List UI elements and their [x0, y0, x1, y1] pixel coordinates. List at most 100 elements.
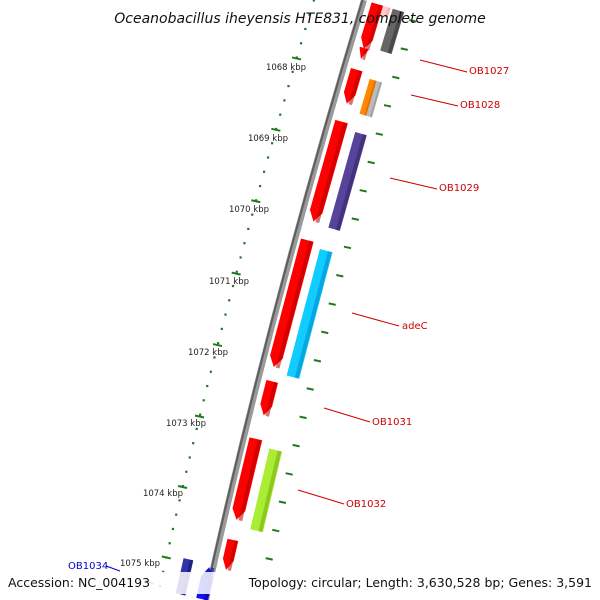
gene-top-pink-shade	[385, 7, 391, 18]
ruler-dot	[192, 442, 195, 445]
ruler-dot	[185, 470, 188, 473]
ruler-dot	[235, 270, 238, 273]
ruler-dot	[304, 27, 307, 31]
genome-backbone	[203, 0, 367, 600]
ruler-dot	[175, 513, 178, 516]
ruler-dot	[195, 427, 198, 431]
outer-tick	[336, 274, 344, 278]
ruler-label-1075: 1075 kbp	[120, 559, 160, 569]
gene-adec-shade	[275, 240, 313, 369]
ruler-major-tick	[194, 414, 205, 419]
outer-tick	[383, 104, 392, 108]
ruler-dot	[220, 327, 223, 330]
accession-text: Accession: NC_004193	[8, 575, 150, 590]
gene-label-ob1032[interactable]: OB1032	[346, 499, 386, 510]
ruler-dot	[209, 370, 212, 373]
ruler-major-tick	[291, 56, 302, 61]
ruler-major-tick	[177, 484, 188, 489]
gene-adec-cyan	[286, 249, 333, 379]
gene-ob1028-grey	[366, 80, 383, 118]
gene-ob1029-purple	[328, 132, 367, 231]
ruler-major-tick	[161, 555, 171, 560]
ruler-dot	[239, 256, 242, 259]
gene-adec	[270, 238, 314, 369]
gene-ob1031-shade	[265, 381, 278, 417]
outer-tick	[343, 245, 352, 250]
gene-label-ob1031[interactable]: OB1031	[372, 417, 412, 428]
ruler-major-tick	[231, 271, 241, 276]
ruler-dot	[308, 13, 311, 16]
leader-ob1028	[410, 94, 459, 107]
outer-tick	[306, 387, 314, 391]
ruler-dot	[202, 399, 205, 402]
ruler-dot	[270, 142, 274, 145]
outer-tick	[367, 160, 375, 165]
gene-top-red-shade	[365, 4, 383, 51]
gene-ob1028-grey-shade	[369, 81, 382, 118]
outer-tick	[313, 358, 322, 363]
gene-top-grey	[380, 8, 405, 55]
gene-small-red-shade	[362, 48, 369, 61]
gene-label-adec[interactable]: adeC	[402, 321, 428, 332]
gene-features	[175, 2, 405, 600]
ruler-dot	[266, 156, 270, 159]
outer-tick	[299, 415, 307, 420]
gene-label-ob1029[interactable]: OB1029	[439, 183, 479, 194]
gene-ob1029	[309, 119, 348, 224]
ruler-dot	[213, 356, 216, 359]
ruler-dot	[262, 170, 266, 173]
leader-ob1029	[389, 177, 438, 190]
ruler-dot	[243, 242, 246, 245]
ruler-dot	[206, 384, 209, 388]
gene-small-red	[359, 46, 369, 61]
ruler-major-tick	[212, 343, 223, 348]
ruler-dot	[162, 570, 165, 573]
ruler-label-1074: 1074 kbp	[143, 489, 183, 499]
outer-tick	[392, 75, 400, 80]
gene-ob1029-shade	[315, 122, 348, 224]
outer-tick	[285, 472, 293, 476]
outer-tick	[359, 189, 367, 193]
ruler-dot	[199, 413, 202, 416]
leader-adec	[351, 312, 400, 327]
ruler-dot	[178, 499, 181, 502]
ruler-label-1071: 1071 kbp	[209, 277, 249, 287]
ruler-label-1073: 1073 kbp	[166, 419, 206, 429]
backbone-shadow	[203, 0, 364, 600]
ruler-dot	[168, 542, 171, 545]
ruler-label-1069: 1069 kbp	[248, 134, 288, 144]
gene-label-ob1028[interactable]: OB1028	[460, 100, 500, 111]
ruler-dot	[283, 99, 286, 102]
ruler-dot	[299, 42, 303, 45]
gene-ob1027-shade	[348, 70, 362, 106]
gene-ob1029-purple-shade	[335, 134, 367, 231]
ruler-dot	[251, 213, 254, 216]
gene-ob1032-green-shade	[258, 450, 282, 533]
gene-ob1032-green	[250, 448, 283, 533]
ruler-label-1070: 1070 kbp	[229, 205, 269, 215]
leader-ob1034	[105, 565, 121, 572]
outer-tick	[265, 557, 273, 561]
gene-ob1028-orange	[359, 78, 378, 117]
ruler-label-1072: 1072 kbp	[188, 348, 228, 358]
leader-ob1027	[419, 59, 468, 73]
gene-adec-cyan-shade	[294, 251, 332, 379]
ruler-dot	[228, 299, 231, 302]
gene-ob1027	[343, 67, 363, 106]
ruler-dot	[279, 113, 282, 116]
gene-label-ob1034[interactable]: OB1034	[68, 561, 108, 572]
outer-tick	[351, 217, 359, 221]
gene-bottom-red	[222, 538, 239, 571]
leader-ob1032	[297, 489, 345, 505]
gene-label-ob1027[interactable]: OB1027	[469, 66, 509, 77]
gene-bottom-red-shade	[227, 540, 238, 571]
gene-ob1032-shade	[238, 439, 262, 522]
ruler-dot	[287, 85, 290, 88]
map-title: Oceanobacillus iheyensis HTE831, complet…	[114, 11, 485, 27]
topology-text: Topology: circular; Length: 3,630,528 bp…	[248, 575, 592, 590]
outer-tick	[292, 443, 300, 448]
outer-tick	[328, 302, 336, 306]
footer-background	[0, 572, 600, 594]
ruler-dot	[217, 342, 220, 345]
